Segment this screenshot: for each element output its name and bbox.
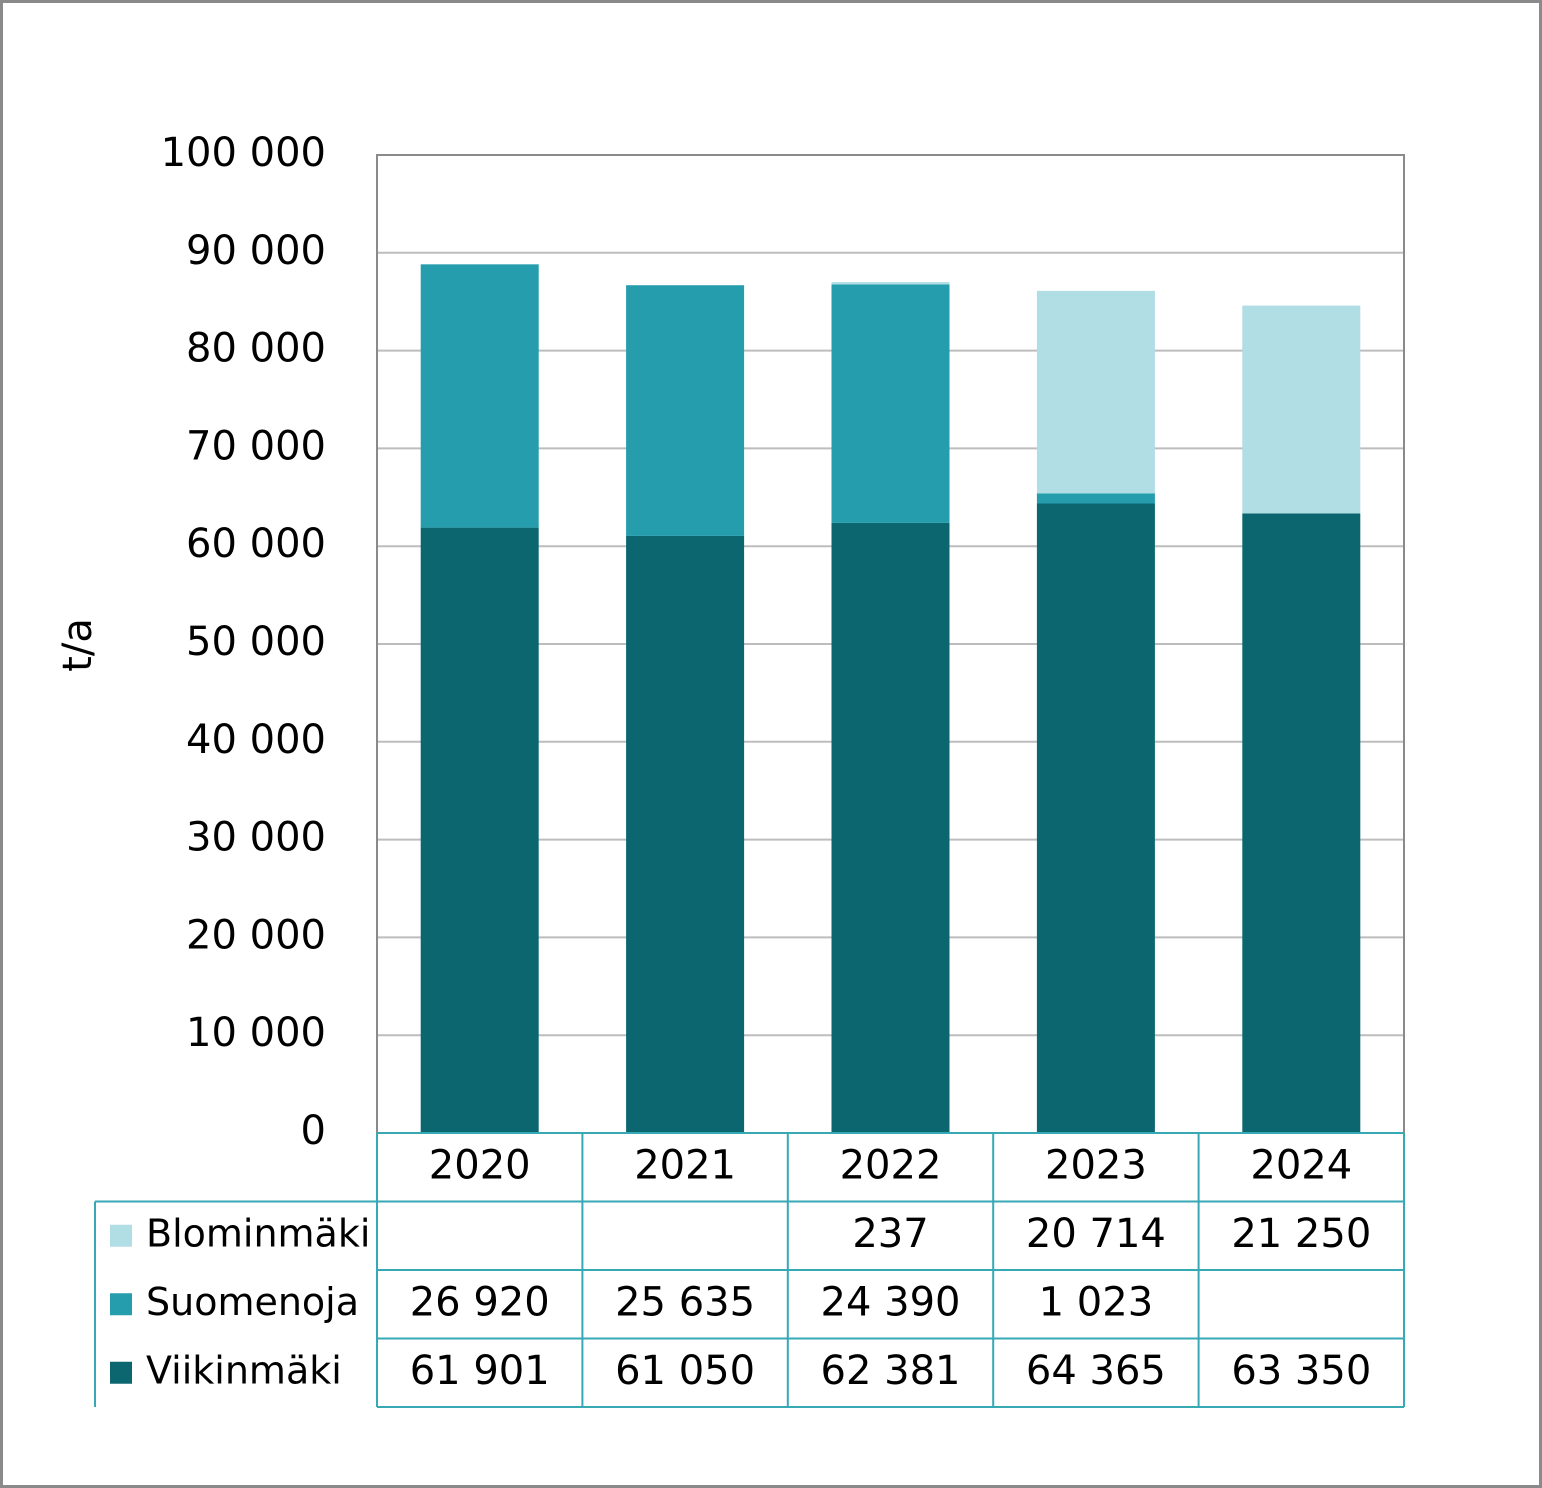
table-value: 1 023 (1039, 1279, 1154, 1325)
x-tick-label: 2020 (429, 1142, 531, 1188)
bar-segment (831, 284, 950, 523)
legend-swatch (110, 1293, 132, 1316)
bar-segment (831, 282, 950, 285)
y-tick-label: 80 000 (186, 326, 326, 372)
y-tick-label: 0 (301, 1108, 326, 1154)
y-tick-label: 100 000 (161, 130, 326, 176)
y-axis-label: t/a (55, 618, 101, 672)
legend-swatch (110, 1224, 132, 1247)
x-tick-label: 2023 (1045, 1142, 1147, 1188)
y-tick-label: 70 000 (186, 423, 326, 469)
bar-segment (1036, 493, 1155, 504)
y-tick-label: 20 000 (186, 912, 326, 958)
table-value: 64 365 (1026, 1348, 1166, 1394)
legend-swatch (110, 1361, 132, 1384)
bar-segment (626, 535, 745, 1133)
y-tick-label: 30 000 (186, 815, 326, 861)
y-tick-label: 40 000 (186, 717, 326, 763)
y-tick-label: 10 000 (186, 1010, 326, 1056)
x-tick-label: 2021 (634, 1142, 736, 1188)
legend-label: Blominmäki (146, 1211, 370, 1255)
bar-segment (1242, 513, 1361, 1133)
bar-segment (1036, 503, 1155, 1133)
table-value: 62 381 (821, 1348, 961, 1394)
table-value: 20 714 (1026, 1211, 1166, 1257)
y-tick-label: 50 000 (186, 619, 326, 665)
table-value: 61 901 (410, 1348, 550, 1394)
table-value: 25 635 (615, 1279, 755, 1325)
bar-segment (420, 264, 539, 528)
table-value: 237 (852, 1211, 928, 1257)
bar-segment (831, 522, 950, 1133)
y-tick-label: 60 000 (186, 521, 326, 567)
x-tick-label: 2022 (840, 1142, 942, 1188)
table-value: 63 350 (1231, 1348, 1371, 1394)
table-value: 21 250 (1231, 1211, 1371, 1257)
bar-segment (1036, 290, 1155, 494)
y-tick-label: 90 000 (186, 228, 326, 274)
bar-segment (1242, 305, 1361, 514)
x-tick-label: 2024 (1250, 1142, 1352, 1188)
bar-segment (420, 527, 539, 1133)
table-value: 26 920 (410, 1279, 550, 1325)
table-value: 61 050 (615, 1348, 755, 1394)
legend-label: Viikinmäki (146, 1348, 342, 1392)
table-value: 24 390 (821, 1279, 961, 1325)
legend-label: Suomenoja (146, 1280, 359, 1324)
bar-segment (626, 285, 745, 536)
